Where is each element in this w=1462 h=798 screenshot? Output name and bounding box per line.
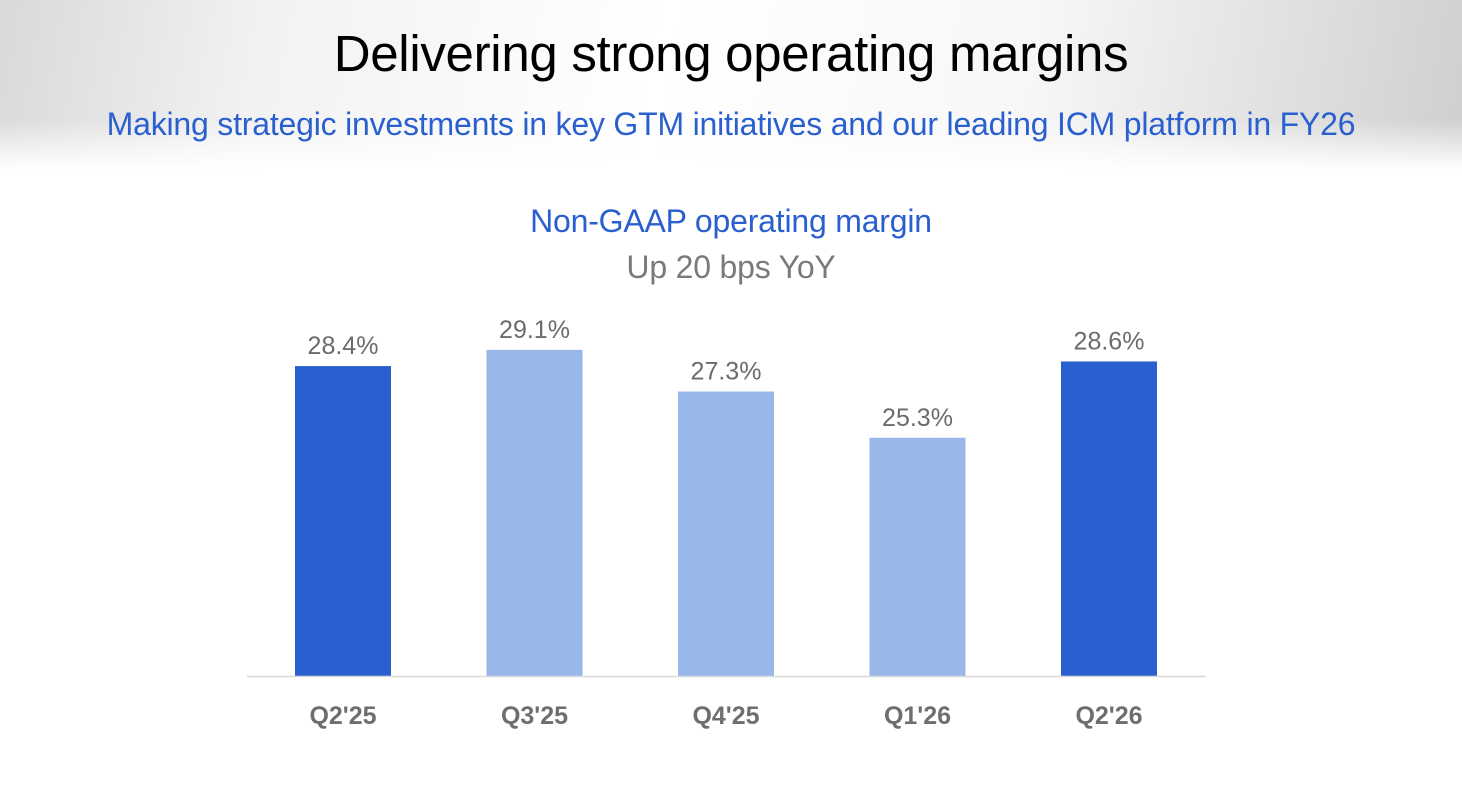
bar-q425 <box>678 391 774 676</box>
x-tick-label: Q2'25 <box>309 702 376 730</box>
bar-q325 <box>486 349 583 676</box>
data-label: 25.3% <box>882 404 953 432</box>
data-label: 27.3% <box>691 358 762 386</box>
data-label: 28.6% <box>1074 327 1145 355</box>
bar-q225 <box>295 366 391 676</box>
page-title: Delivering strong operating margins <box>333 25 1129 82</box>
x-tick-label: Q3'25 <box>501 702 568 730</box>
chart-title: Non-GAAP operating margin <box>530 203 932 239</box>
header-fade <box>0 120 1462 170</box>
page-subtitle: Making strategic investments in key GTM … <box>106 106 1356 142</box>
bar-q226 <box>1061 361 1157 676</box>
bar-q126 <box>869 437 966 676</box>
chart-subtitle: Up 20 bps YoY <box>626 249 836 285</box>
x-tick-label: Q4'25 <box>692 702 759 730</box>
x-tick-label: Q1'26 <box>884 702 951 730</box>
x-tick-label: Q2'26 <box>1075 702 1142 730</box>
data-label: 29.1% <box>499 316 570 344</box>
data-label: 28.4% <box>308 332 379 360</box>
